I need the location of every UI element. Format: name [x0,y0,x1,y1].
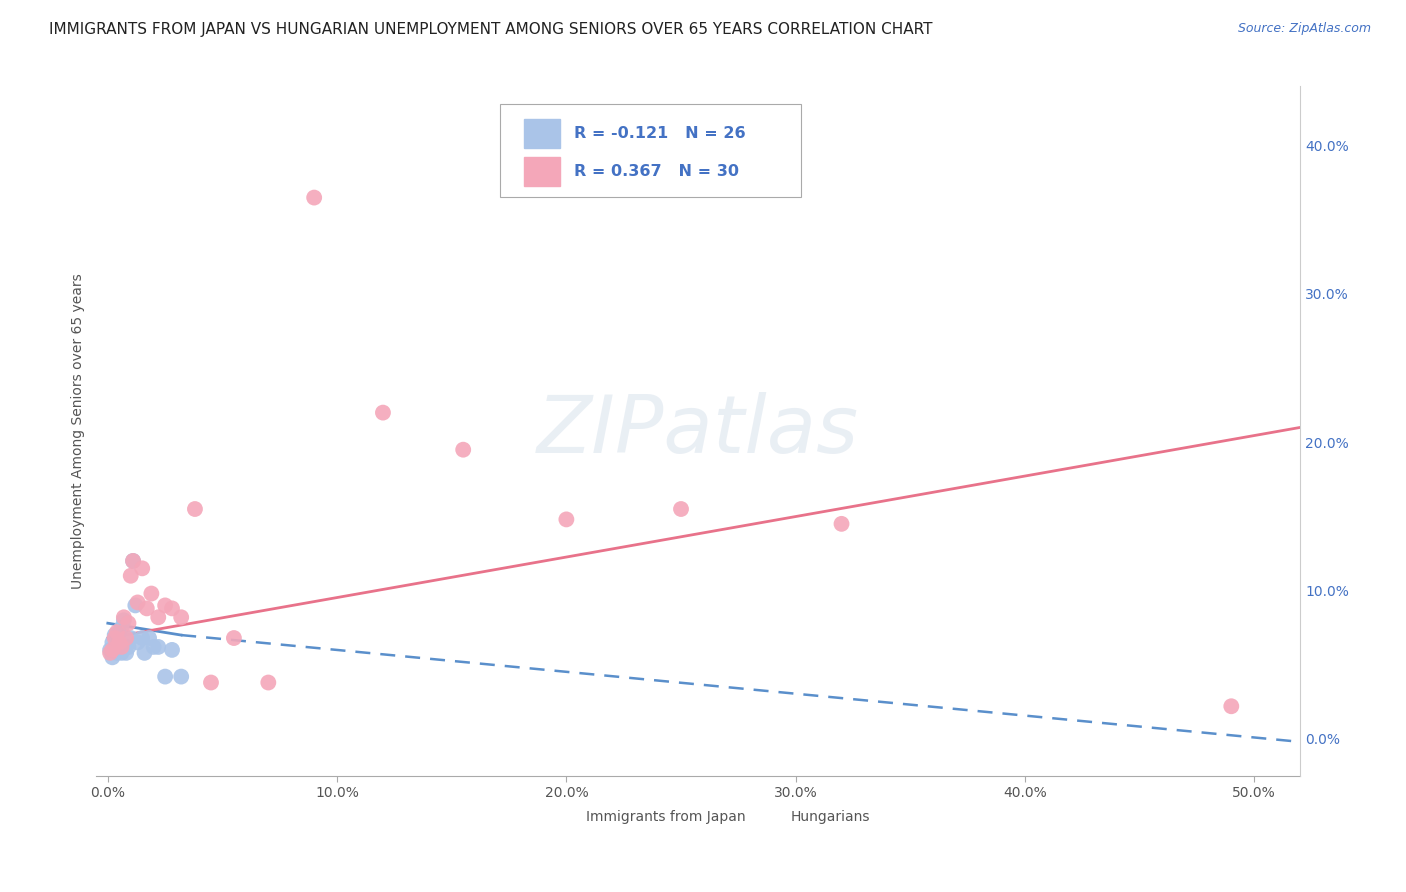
Point [153,599,176,613]
Point [115,646,138,660]
Point [302,191,325,205]
Point [127,595,149,609]
Text: R = -0.121   N = 26: R = -0.121 N = 26 [574,127,745,142]
Point [110,621,132,635]
Point [371,406,394,420]
Point [98,643,121,657]
Point [105,631,128,645]
Text: R = 0.367   N = 30: R = 0.367 N = 30 [574,164,740,178]
Point [110,640,132,654]
Bar [758,805,785,828]
Point [115,631,138,645]
Point [104,643,127,657]
Point [135,601,157,615]
Text: Immigrants from Japan: Immigrants from Japan [586,810,747,823]
Text: Hungarians: Hungarians [792,810,870,823]
Point [120,568,142,582]
Point [127,635,149,649]
Point [117,640,139,654]
Point [101,643,124,657]
Point [108,635,131,649]
Point [222,631,245,645]
Point [104,628,127,642]
Point [122,554,145,568]
Y-axis label: Unemployment Among Seniors over 65 years: Unemployment Among Seniors over 65 years [72,273,86,589]
Point [170,610,193,624]
Point [141,586,163,600]
Text: IMMIGRANTS FROM JAPAN VS HUNGARIAN UNEMPLOYMENT AMONG SENIORS OVER 65 YEARS CORR: IMMIGRANTS FROM JAPAN VS HUNGARIAN UNEMP… [49,22,932,37]
Point [124,599,146,613]
Point [1220,699,1243,714]
Point [131,561,153,575]
Point [153,670,176,684]
Point [98,646,121,660]
Point [184,502,207,516]
Bar [554,805,581,828]
Point [122,554,145,568]
Point [108,640,131,654]
FancyBboxPatch shape [499,103,800,197]
Text: Source: ZipAtlas.com: Source: ZipAtlas.com [1237,22,1371,36]
Point [117,616,139,631]
Point [120,631,142,645]
Point [138,631,160,645]
Point [200,675,222,690]
Point [105,625,128,640]
Point [105,646,128,660]
Bar [523,120,560,148]
Point [108,625,131,640]
Point [112,613,135,627]
Point [110,646,132,660]
Point [669,502,692,516]
Point [134,646,156,660]
Point [170,670,193,684]
Point [112,610,135,624]
Point [142,640,165,654]
Bar [523,157,560,186]
Point [131,631,153,645]
Point [555,512,578,526]
Text: ZIPatlas: ZIPatlas [537,392,859,470]
Point [101,650,124,665]
Point [101,635,124,649]
Point [160,643,183,657]
Point [257,675,280,690]
Point [104,631,127,645]
Point [148,610,170,624]
Point [148,640,170,654]
Point [160,601,183,615]
Point [831,516,853,531]
Point [451,442,474,457]
